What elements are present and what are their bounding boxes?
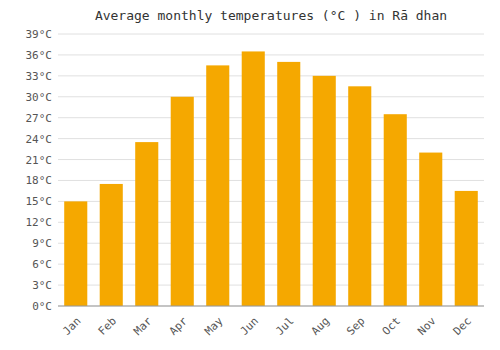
- x-tick-label: Dec: [451, 315, 474, 338]
- bar: [206, 65, 229, 306]
- grid-line: [58, 117, 484, 118]
- chart: Average monthly temperatures (°C ) in Rā…: [0, 0, 500, 350]
- bar: [419, 153, 442, 306]
- y-tick-label: 21°C: [26, 154, 53, 167]
- y-tick-label: 6°C: [32, 258, 52, 271]
- y-tick-label: 33°C: [26, 70, 53, 83]
- x-tick-label: Jan: [60, 315, 83, 338]
- grid-line: [58, 96, 484, 97]
- x-tick-label: Sep: [344, 315, 367, 338]
- title: Average monthly temperatures (°C ) in Rā…: [95, 8, 447, 23]
- x-tick-label: Mar: [131, 314, 155, 338]
- grid-line: [58, 75, 484, 76]
- bar: [384, 114, 407, 306]
- bar: [242, 51, 265, 306]
- y-tick-label: 36°C: [26, 49, 53, 62]
- grid-line: [58, 306, 484, 307]
- x-tick-label: Nov: [415, 314, 439, 338]
- x-tick-label: Feb: [96, 315, 119, 338]
- grid-line: [58, 34, 484, 35]
- bar: [455, 191, 478, 306]
- x-axis-line: [58, 306, 484, 307]
- y-tick-label: 27°C: [26, 112, 53, 125]
- grid-line: [58, 138, 484, 139]
- y-tick-label: 9°C: [32, 237, 52, 250]
- y-tick-label: 18°C: [26, 174, 53, 187]
- x-tick-label: Jun: [238, 315, 261, 338]
- bars: [64, 51, 478, 306]
- y-tick-label: 39°C: [26, 28, 53, 41]
- x-tick-label: Aug: [309, 315, 332, 338]
- y-tick-label: 30°C: [26, 91, 53, 104]
- y-tick-label: 12°C: [26, 216, 53, 229]
- bar: [64, 201, 87, 306]
- bar: [100, 184, 123, 306]
- y-tick-label: 15°C: [26, 195, 53, 208]
- x-tick-label: Jul: [273, 315, 296, 338]
- y-tick-label: 24°C: [26, 133, 53, 146]
- x-tick-label: Apr: [167, 314, 191, 338]
- y-tick-label: 3°C: [32, 279, 52, 292]
- grid-line: [58, 54, 484, 55]
- x-tick-label: May: [202, 314, 226, 338]
- y-tick-label: 0°C: [32, 300, 52, 313]
- bar: [313, 76, 336, 306]
- bar: [171, 97, 194, 306]
- bar: [135, 142, 158, 306]
- bar: [348, 86, 371, 306]
- x-tick-label: Oct: [380, 315, 403, 338]
- bar: [277, 62, 300, 306]
